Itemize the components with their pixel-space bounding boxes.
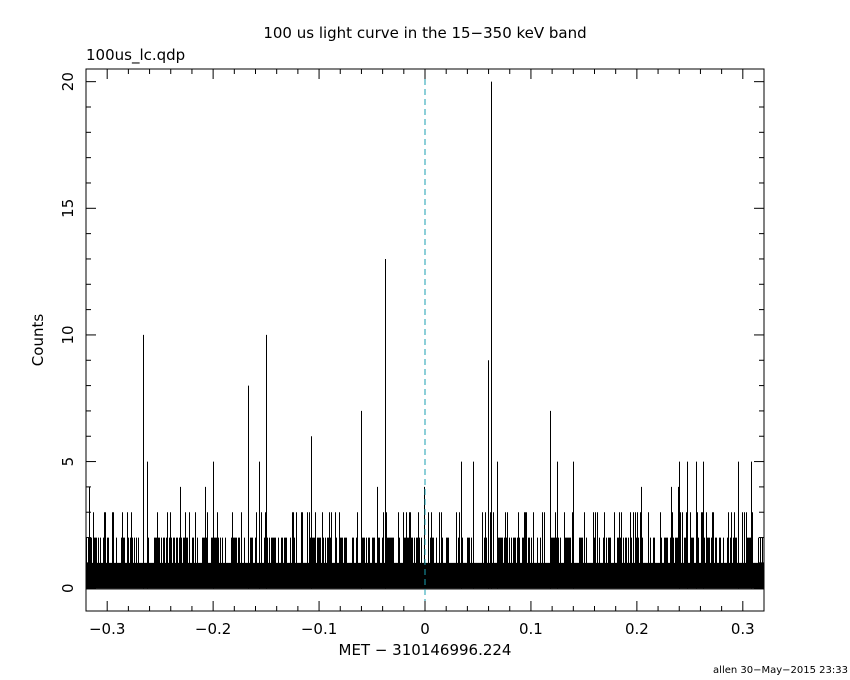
x-tick-label: 0.2 [625,620,649,638]
x-tick-label: −0.3 [89,620,125,638]
y-tick-label: 5 [59,457,77,467]
chart-subtitle: 100us_lc.qdp [86,46,185,65]
x-tick-label: −0.2 [195,620,231,638]
footer-credit: allen 30−May−2015 23:33 [713,665,848,676]
y-tick-label: 15 [59,199,77,218]
x-axis-label: MET − 310146996.224 [339,641,512,659]
x-tick-label: −0.1 [301,620,337,638]
x-tick-label: 0.1 [519,620,543,638]
x-tick-label: 0.3 [731,620,755,638]
y-tick-label: 20 [59,72,77,91]
y-axis-label: Counts [29,314,47,367]
chart-title: 100 us light curve in the 15−350 keV ban… [263,24,586,42]
y-axis: 0 5 10 15 20 [59,72,764,593]
y-tick-label: 0 [59,583,77,593]
y-tick-label: 10 [59,325,77,344]
x-tick-label: 0 [420,620,430,638]
